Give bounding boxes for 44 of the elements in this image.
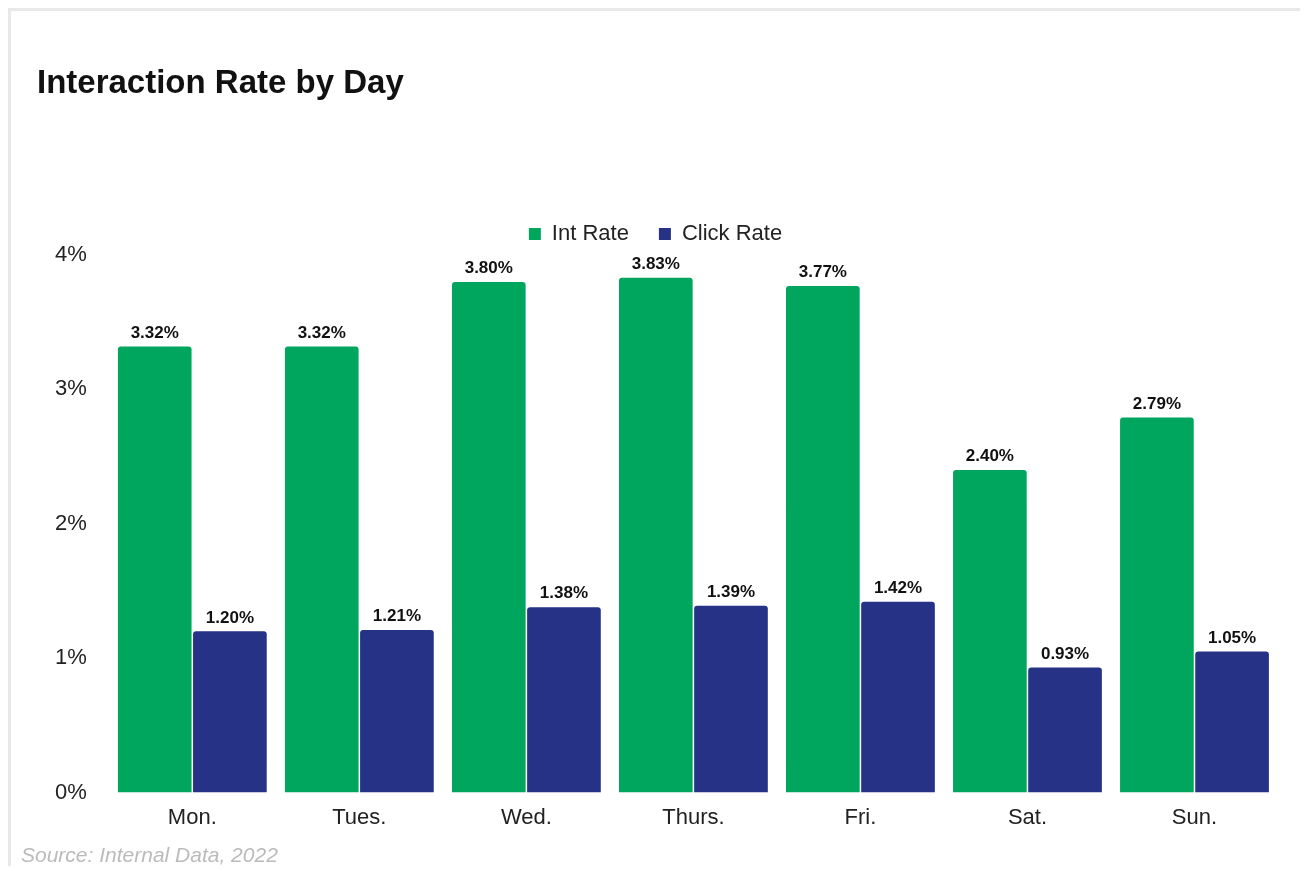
data-label: 1.42%: [873, 577, 923, 597]
data-label: 3.77%: [798, 262, 847, 282]
x-tick-label: Fri.: [844, 803, 877, 829]
bar: [1120, 417, 1194, 793]
bar: [1195, 651, 1269, 793]
bar: [694, 605, 768, 793]
bar: [193, 631, 267, 793]
bar: [284, 346, 359, 793]
legend-label: Int Rate: [551, 220, 629, 246]
y-tick-label: 1%: [55, 644, 87, 670]
bar: [786, 285, 860, 793]
data-label: 1.20%: [205, 607, 254, 627]
data-label: 0.93%: [1040, 643, 1090, 663]
data-label: 2.79%: [1132, 393, 1182, 413]
y-tick-label: 4%: [55, 241, 87, 267]
bar: [953, 470, 1027, 793]
data-label: 1.21%: [372, 606, 422, 626]
y-tick-label: 0%: [55, 778, 87, 804]
x-tick-label: Tues.: [332, 803, 387, 829]
bar: [618, 277, 693, 793]
source-note: Source: Internal Data, 2022: [21, 843, 278, 867]
bar: [451, 281, 526, 793]
x-tick-label: Sun.: [1171, 803, 1218, 829]
bar: [360, 629, 434, 793]
x-tick-label: Wed.: [500, 803, 552, 829]
data-label: 2.40%: [965, 446, 1014, 466]
data-label: 3.83%: [631, 254, 680, 274]
data-label: 3.32%: [297, 322, 346, 342]
y-tick-label: 3%: [55, 375, 87, 401]
x-tick-label: Mon.: [167, 803, 217, 829]
data-label: 1.38%: [539, 583, 589, 603]
data-label: 3.80%: [464, 258, 513, 278]
data-label: 3.32%: [130, 322, 179, 342]
bar: [527, 607, 601, 793]
x-tick-label: Thurs.: [662, 803, 725, 829]
chart-title: Interaction Rate by Day: [37, 63, 404, 101]
data-label: 1.05%: [1207, 627, 1257, 647]
bar: [117, 346, 192, 793]
legend-label: Click Rate: [681, 220, 783, 246]
data-label: 1.39%: [706, 581, 756, 601]
bar: [861, 601, 935, 793]
x-tick-label: Sat.: [1007, 803, 1048, 829]
y-tick-label: 2%: [55, 509, 87, 535]
bar: [1028, 667, 1102, 793]
